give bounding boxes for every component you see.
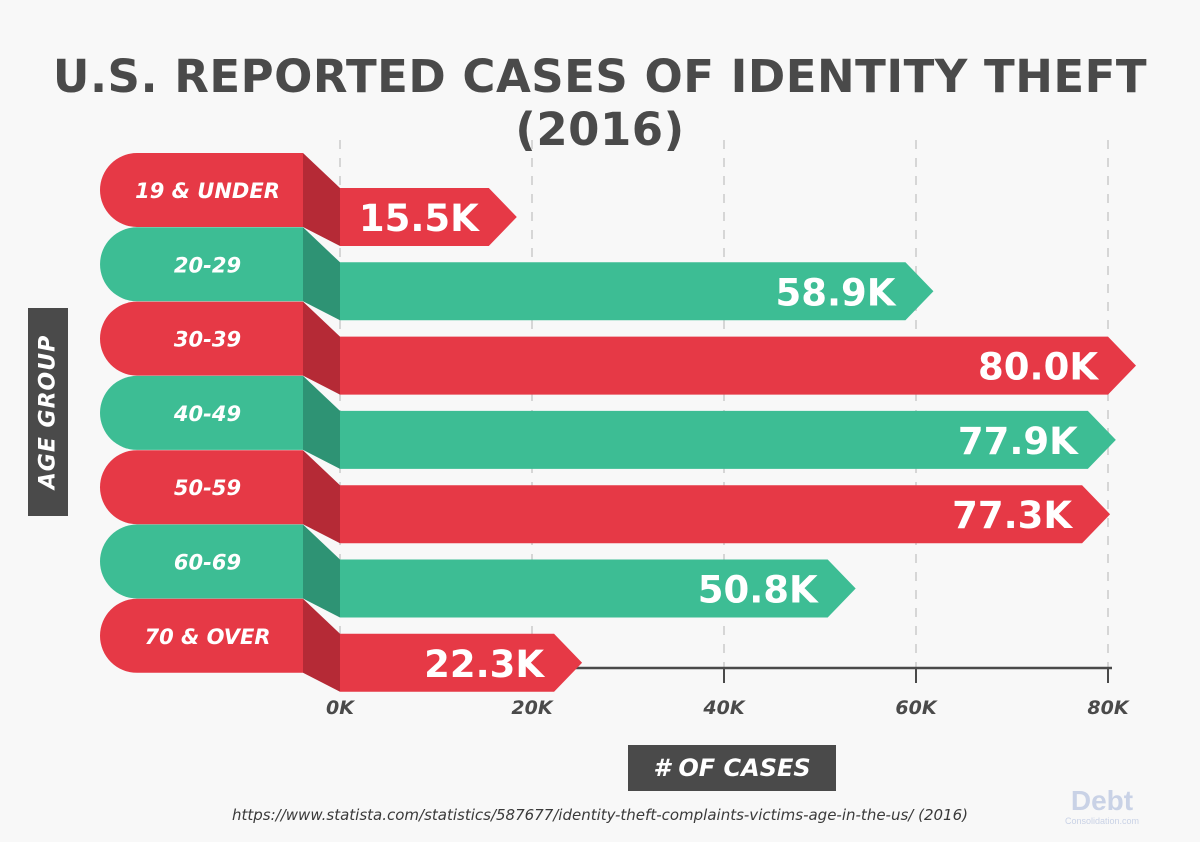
data-label: 77.9K: [958, 420, 1079, 463]
bar-group: 50-59 77.3K: [100, 450, 1111, 544]
category-label: 50-59: [174, 476, 241, 500]
category-label: 30-39: [174, 328, 241, 352]
bar: [340, 188, 517, 246]
bar-connector: [303, 524, 340, 618]
svg-text:Consolidation.com: Consolidation.com: [1065, 816, 1139, 826]
svg-text:Debt: Debt: [1071, 785, 1133, 816]
category-tab: [100, 375, 303, 450]
bar: [340, 410, 1116, 469]
category-label: 60-69: [174, 551, 241, 575]
category-tab: [100, 524, 303, 599]
y-axis-label-box: [28, 308, 68, 516]
source-link[interactable]: https://www.statista.com/statistics/5876…: [232, 806, 968, 824]
bar: [340, 336, 1136, 395]
bar-group: 60-69 50.8K: [100, 524, 856, 618]
data-label: 22.3K: [424, 643, 545, 686]
category-tab: [100, 598, 303, 673]
debt-consolidation-logo: Debt Consolidation.com: [1065, 785, 1139, 826]
data-label: 50.8K: [698, 569, 819, 612]
bar: [340, 485, 1111, 544]
bar-connector: [303, 153, 340, 246]
category-tab: [100, 227, 304, 302]
data-label: 58.9K: [775, 271, 896, 314]
data-label: 15.5K: [359, 197, 480, 240]
y-axis-label: AGE GROUP: [35, 334, 61, 490]
bar: [340, 633, 583, 692]
category-label: 40-49: [173, 402, 241, 426]
x-tick-label: 0K: [326, 697, 355, 719]
category-tab: [100, 301, 303, 376]
category-label: 70 & OVER: [144, 625, 270, 649]
bar-group: 70 & OVER 22.3K: [100, 598, 583, 692]
x-tick-label: 60K: [895, 697, 937, 719]
bar-connector: [303, 598, 340, 692]
x-axis-label: # OF CASES: [653, 754, 811, 782]
x-axis-label-box: # OF CASES: [628, 745, 836, 791]
data-label: 77.3K: [952, 494, 1073, 537]
x-tick-labels: 0K 20K 40K 60K 80K: [326, 697, 1130, 719]
data-label: 80.0K: [978, 346, 1099, 389]
bar-group: 30-39 80.0K: [100, 301, 1136, 395]
x-tick-label: 40K: [702, 697, 745, 719]
category-label: 19 & UNDER: [135, 179, 280, 203]
bars: 19 & UNDER15.5K20-2958.9K30-3980.0K40-49…: [100, 153, 1136, 692]
x-tick-label: 80K: [1087, 697, 1129, 719]
chart-title: U.S. REPORTED CASES OF IDENTITY THEFT (2…: [52, 50, 1148, 156]
bar: [340, 559, 856, 618]
bar-connector: [303, 375, 340, 469]
category-tab: [100, 450, 303, 525]
category-tab: [100, 153, 303, 227]
bar-connector: [303, 301, 340, 395]
category-label: 20-29: [174, 253, 241, 277]
x-tick-label: 20K: [511, 697, 553, 719]
bar-connector: [303, 450, 340, 544]
bar-group: 40-49 77.9K: [100, 375, 1116, 469]
bar-connector: [303, 227, 340, 321]
bar: [340, 262, 934, 321]
bar-group: 20-29 58.9K: [100, 227, 934, 321]
bar-group: 19 & UNDER 15.5K: [100, 153, 517, 246]
